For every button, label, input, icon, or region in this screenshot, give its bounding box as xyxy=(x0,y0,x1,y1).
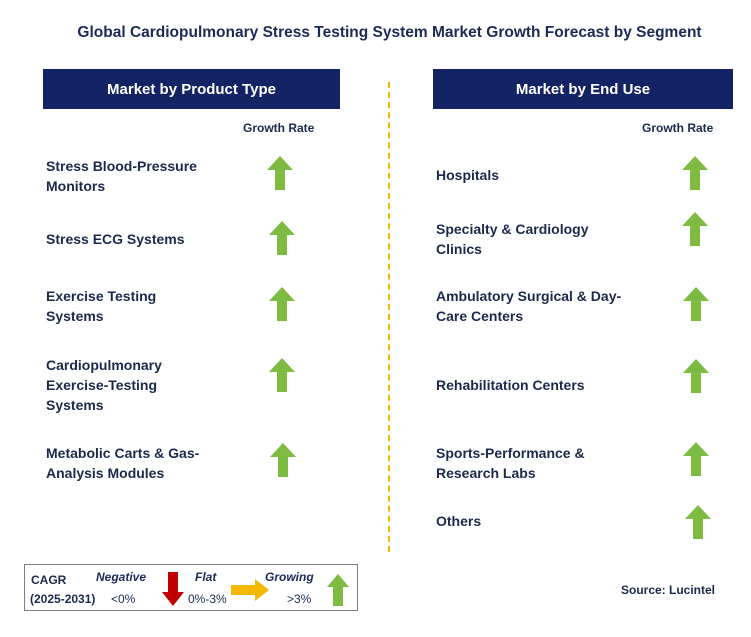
right-item-4: Rehabilitation Centers xyxy=(436,375,585,395)
left-item-4: Cardiopulmonary Exercise-Testing Systems xyxy=(46,355,162,415)
left-item-5-line1: Metabolic Carts & Gas- xyxy=(46,445,200,461)
product-type-header: Market by Product Type xyxy=(43,69,340,109)
down-arrow-icon xyxy=(162,572,184,606)
left-item-3-line2: Systems xyxy=(46,308,104,324)
up-arrow-icon xyxy=(269,287,295,321)
product-type-header-label: Market by Product Type xyxy=(107,80,276,98)
up-arrow-icon xyxy=(685,505,711,539)
left-item-4-line3: Systems xyxy=(46,397,104,413)
end-use-header: Market by End Use xyxy=(433,69,733,109)
up-arrow-icon xyxy=(327,574,349,606)
right-item-4-line1: Rehabilitation Centers xyxy=(436,377,585,393)
right-growth-rate-label: Growth Rate xyxy=(642,121,714,135)
legend-negative-range: <0% xyxy=(111,592,136,606)
right-item-6-line1: Others xyxy=(436,513,482,529)
left-item-4-line2: Exercise-Testing xyxy=(46,377,158,393)
legend-growing-range: >3% xyxy=(287,592,312,606)
left-item-1: Stress Blood-Pressure Monitors xyxy=(46,156,197,196)
left-item-5: Metabolic Carts & Gas- Analysis Modules xyxy=(46,443,199,483)
right-item-2: Specialty & Cardiology Clinics xyxy=(436,219,588,259)
panel-divider xyxy=(388,82,390,552)
right-arrow-icon xyxy=(231,579,269,601)
left-item-2: Stress ECG Systems xyxy=(46,229,185,249)
right-item-3-line2: Care Centers xyxy=(436,308,524,324)
page-title: Global Cardiopulmonary Stress Testing Sy… xyxy=(77,24,702,41)
up-arrow-icon xyxy=(270,443,296,477)
right-item-2-line1: Specialty & Cardiology xyxy=(436,221,589,237)
right-item-6: Others xyxy=(436,511,481,531)
up-arrow-icon xyxy=(683,442,709,476)
left-item-1-line1: Stress Blood-Pressure xyxy=(46,158,197,174)
left-item-5-line2: Analysis Modules xyxy=(46,465,165,481)
cagr-legend: CAGR (2025-2031) Negative <0% Flat 0%-3%… xyxy=(24,564,358,611)
right-item-3-line1: Ambulatory Surgical & Day- xyxy=(436,288,622,304)
up-arrow-icon xyxy=(683,287,709,321)
end-use-header-label: Market by End Use xyxy=(515,80,651,98)
right-item-5: Sports-Performance & Research Labs xyxy=(436,443,585,483)
up-arrow-icon xyxy=(269,358,295,392)
right-item-1-line1: Hospitals xyxy=(436,167,500,183)
up-arrow-icon xyxy=(682,156,708,190)
left-item-1-line2: Monitors xyxy=(46,178,106,194)
legend-flat-range: 0%-3% xyxy=(188,592,227,606)
left-item-4-line1: Cardiopulmonary xyxy=(46,357,162,373)
right-item-1: Hospitals xyxy=(436,165,499,185)
legend-negative-label: Negative xyxy=(96,570,147,584)
up-arrow-icon xyxy=(267,156,293,190)
right-item-2-line2: Clinics xyxy=(436,241,482,257)
left-item-3: Exercise Testing Systems xyxy=(46,286,156,326)
right-item-5-line1: Sports-Performance & xyxy=(436,445,585,461)
up-arrow-icon xyxy=(682,212,708,246)
left-item-3-line1: Exercise Testing xyxy=(46,288,157,304)
right-item-3: Ambulatory Surgical & Day- Care Centers xyxy=(436,286,621,326)
left-growth-rate-label: Growth Rate xyxy=(243,121,315,135)
legend-cagr-label: CAGR xyxy=(31,573,67,587)
up-arrow-icon xyxy=(269,221,295,255)
source-credit: Source: Lucintel xyxy=(621,583,716,597)
up-arrow-icon xyxy=(683,359,709,393)
legend-period: (2025-2031) xyxy=(30,592,96,606)
right-item-5-line2: Research Labs xyxy=(436,465,536,481)
legend-growing-label: Growing xyxy=(265,570,314,584)
left-item-2-line1: Stress ECG Systems xyxy=(46,231,185,247)
legend-flat-label: Flat xyxy=(195,570,217,584)
